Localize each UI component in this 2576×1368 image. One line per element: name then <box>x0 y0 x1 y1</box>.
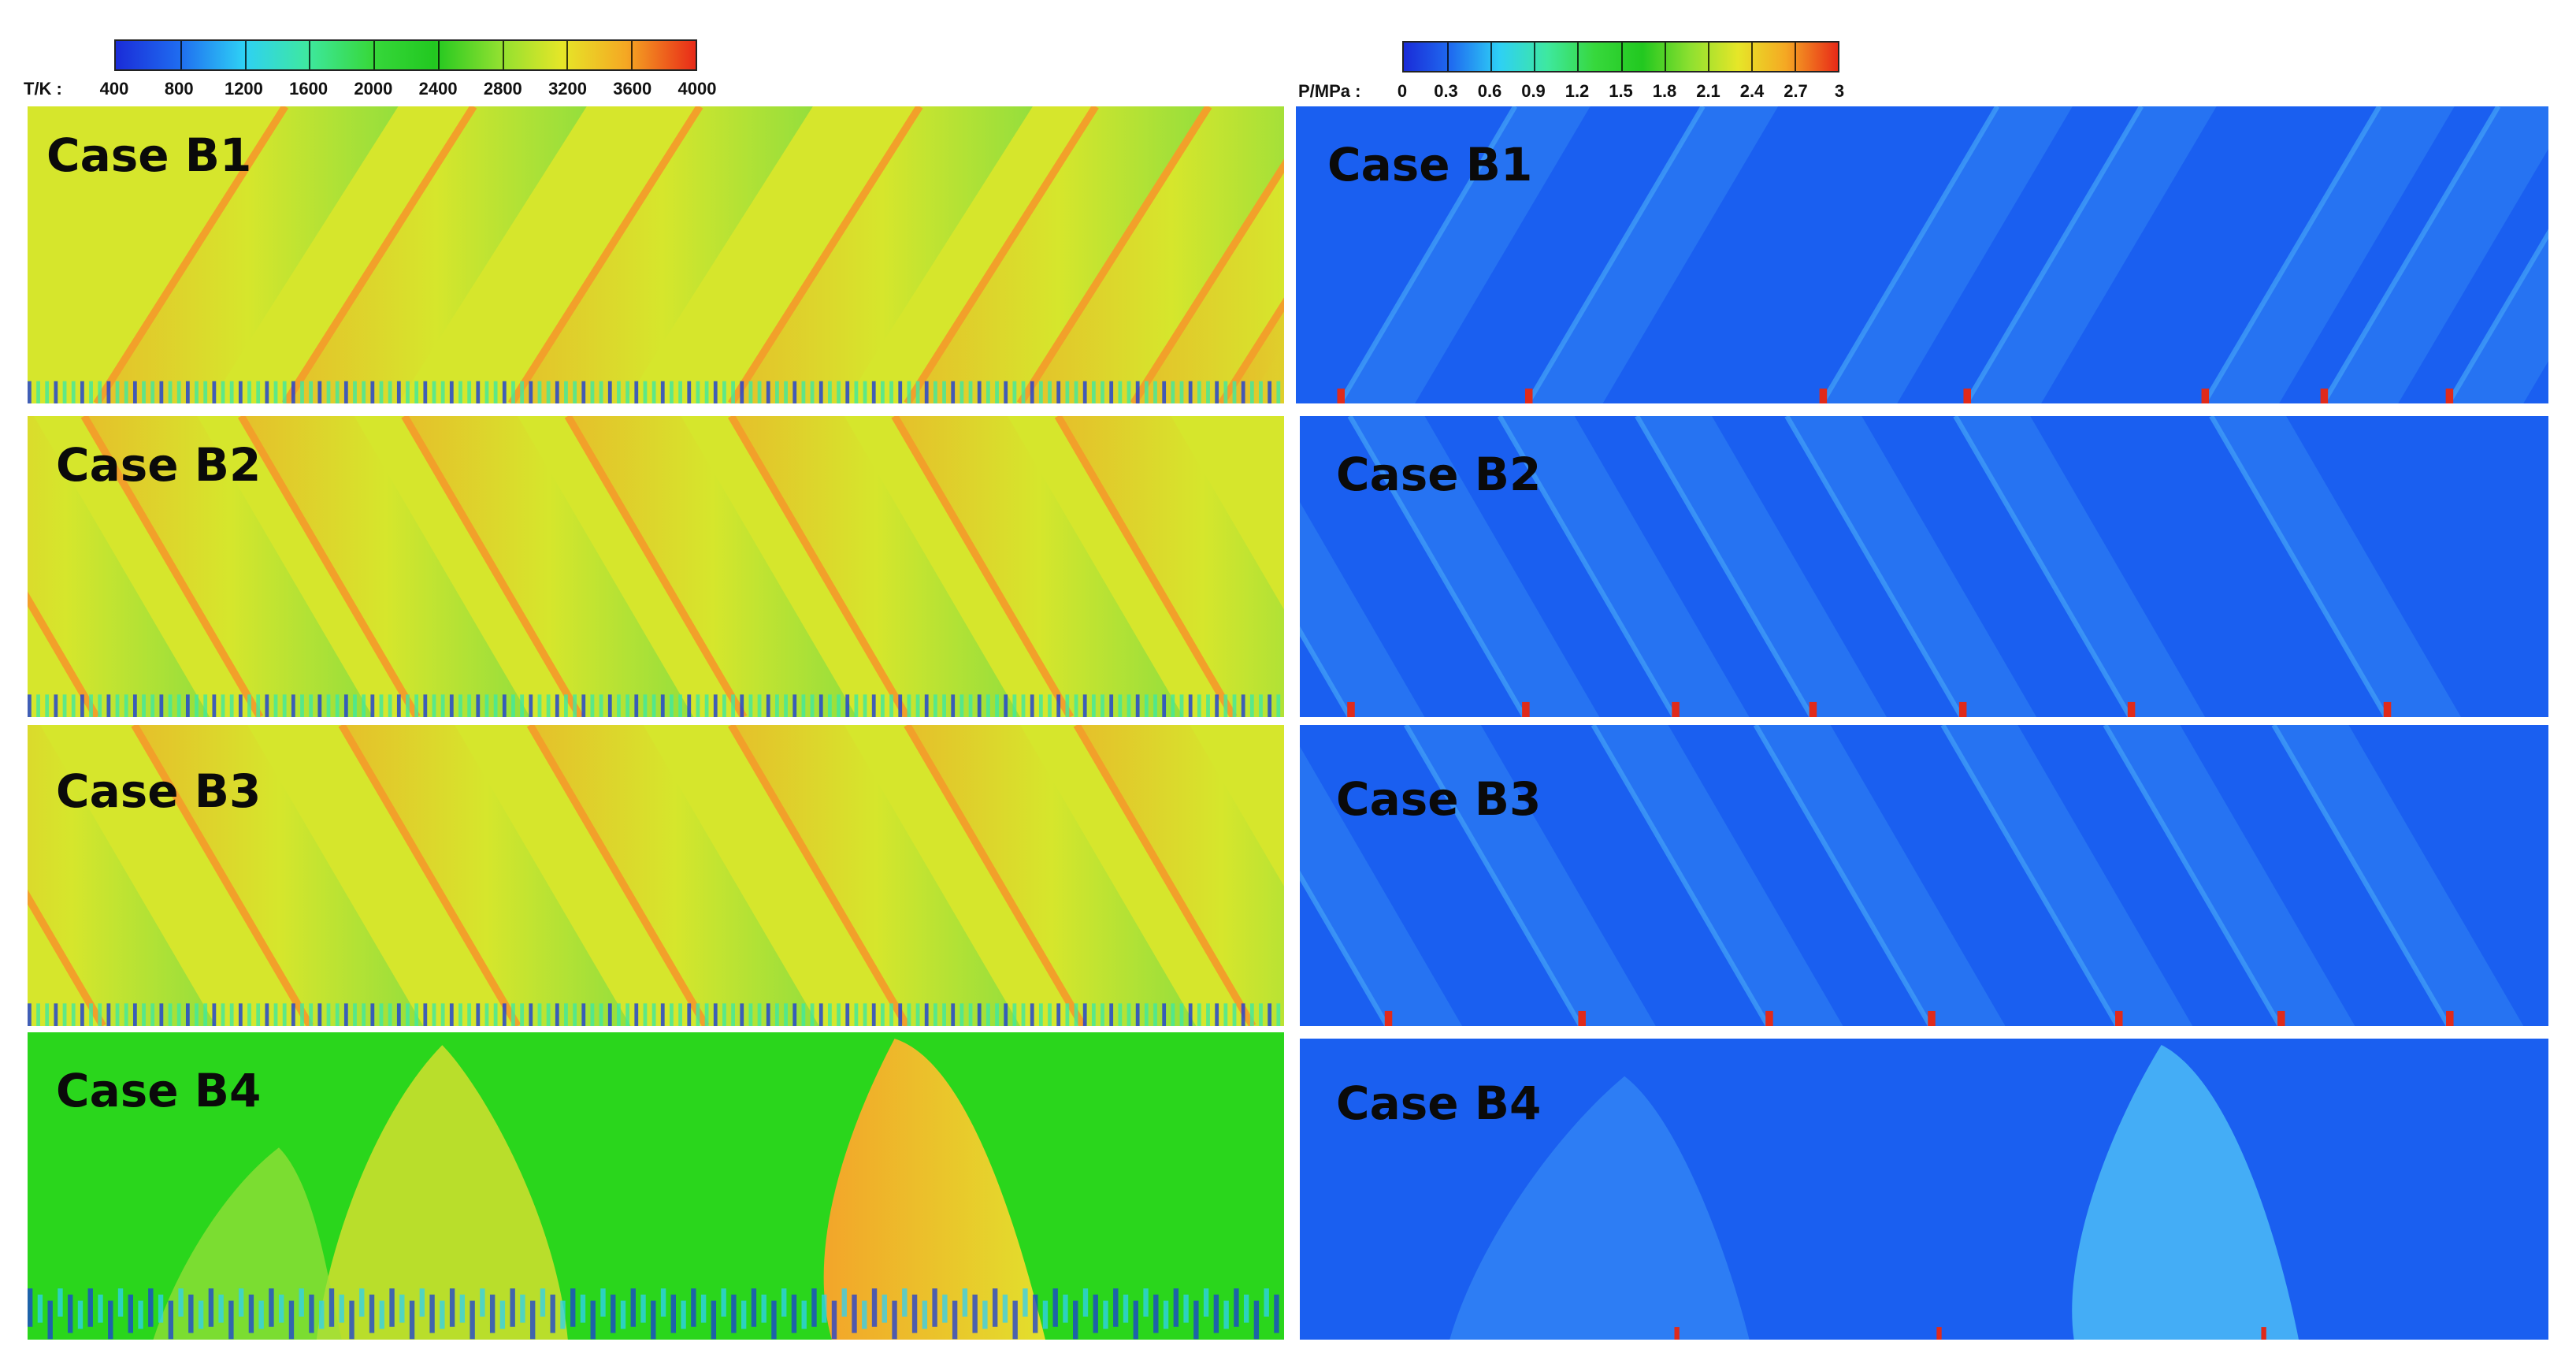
case-label: Case B3 <box>56 764 262 818</box>
pressure-panel-b2: Case B2 <box>1300 416 2548 717</box>
temperature-colorbar-tick-label: 1600 <box>289 79 328 99</box>
case-label: Case B4 <box>1336 1076 1542 1130</box>
temperature-colorbar-tick-mark <box>502 41 504 69</box>
pressure-colorbar-tick-mark <box>1664 43 1666 71</box>
case-label: Case B2 <box>56 438 262 492</box>
temperature-panel-b1: Case B1 <box>28 106 1284 403</box>
pressure-colorbar-tick-mark <box>1707 43 1709 71</box>
pressure-colorbar-tick-label: 1.8 <box>1652 81 1677 101</box>
pressure-colorbar-tick-label: 2.7 <box>1784 81 1808 101</box>
temperature-colorbar-tick-label: 2000 <box>354 79 393 99</box>
pressure-colorbar-tick-mark <box>1620 43 1623 71</box>
temperature-colorbar-label: T/K : <box>24 79 62 99</box>
pressure-colorbar-tick-mark <box>1490 43 1493 71</box>
temperature-colorbar-tick-label: 1200 <box>224 79 263 99</box>
pressure-colorbar-tick-mark <box>1750 43 1753 71</box>
case-label: Case B2 <box>1336 448 1542 501</box>
temperature-colorbar-tick-mark <box>631 41 633 69</box>
temperature-colorbar-tick-label: 4000 <box>677 79 717 99</box>
temperature-panel-b2: Case B2 <box>28 416 1284 717</box>
temperature-panel-b3: Case B3 <box>28 725 1284 1026</box>
pressure-colorbar-tick-label: 2.4 <box>1739 81 1765 101</box>
case-label: Case B3 <box>1336 772 1542 826</box>
pressure-colorbar-tick-mark <box>1794 43 1796 71</box>
pressure-colorbar-tick-mark <box>1577 43 1579 71</box>
pressure-colorbar-tick-label: 3 <box>1834 81 1845 101</box>
temperature-colorbar-tick-mark <box>180 41 182 69</box>
temperature-colorbar-tick-mark <box>373 41 376 69</box>
pressure-colorbar-tick-label: 1.5 <box>1609 81 1633 101</box>
case-label: Case B1 <box>46 128 252 182</box>
pressure-colorbar-tick-mark <box>1447 43 1449 71</box>
temperature-colorbar-tick-mark <box>437 41 440 69</box>
case-label: Case B1 <box>1327 138 1533 191</box>
temperature-colorbar-gradient <box>114 39 697 71</box>
temperature-colorbar-tick-label: 800 <box>164 79 194 99</box>
pressure-colorbar-tick-label: 0.6 <box>1477 81 1502 101</box>
case-label: Case B4 <box>56 1064 262 1117</box>
temperature-colorbar-tick-label: 3200 <box>548 79 588 99</box>
temperature-colorbar-tick-label: 3600 <box>613 79 652 99</box>
pressure-colorbar-label: P/MPa : <box>1298 81 1361 101</box>
temperature-colorbar-tick-label: 2800 <box>483 79 522 99</box>
pressure-colorbar-tick-label: 0.3 <box>1434 81 1458 101</box>
pressure-colorbar-tick-label: 0.9 <box>1521 81 1546 101</box>
pressure-panel-b1: Case B1 <box>1296 106 2548 403</box>
temperature-panel-b4: Case B4 <box>28 1032 1284 1340</box>
pressure-colorbar-tick-label: 0 <box>1397 81 1408 101</box>
temperature-colorbar-tick-label: 2400 <box>418 79 458 99</box>
pressure-colorbar-gradient <box>1402 41 1839 72</box>
pressure-colorbar-tick-label: 2.1 <box>1696 81 1720 101</box>
pressure-panel-b4: Case B4 <box>1300 1039 2548 1340</box>
temperature-colorbar-tick-mark <box>309 41 311 69</box>
temperature-colorbar-tick-mark <box>566 41 569 69</box>
pressure-colorbar-tick-label: 1.2 <box>1565 81 1590 101</box>
pressure-panel-b3: Case B3 <box>1300 725 2548 1026</box>
temperature-colorbar-tick-mark <box>244 41 247 69</box>
temperature-colorbar-tick-label: 400 <box>99 79 129 99</box>
pressure-colorbar-tick-mark <box>1534 43 1536 71</box>
